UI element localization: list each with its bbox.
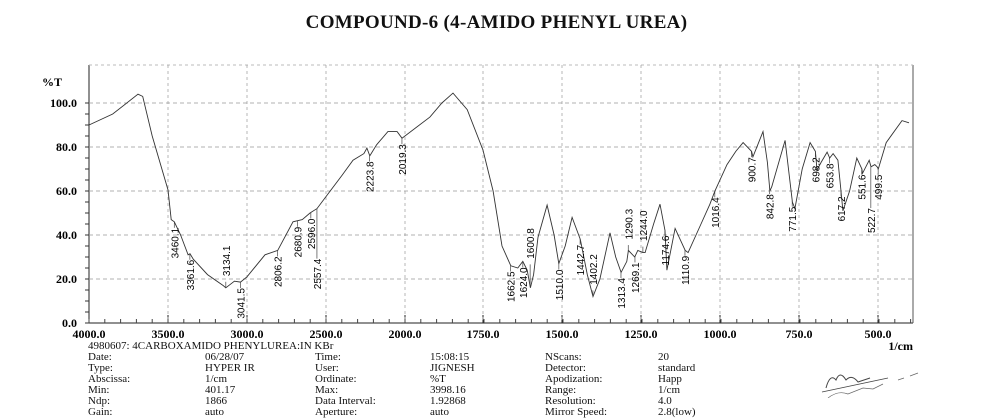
- x-tick-label: 1750.0: [467, 327, 500, 341]
- y-tick-label: 60.0: [56, 184, 77, 198]
- info-value: standard: [658, 362, 696, 374]
- sample-header: 4980607: 4CARBOXAMIDO PHENYLUREA:IN KBr: [88, 340, 334, 352]
- x-tick-label: 4000.0: [73, 327, 106, 341]
- peak-label: 499.5: [874, 174, 885, 199]
- info-value: %T: [430, 373, 446, 385]
- peak-label: 2596.0: [307, 218, 318, 249]
- info-label: Resolution:: [545, 395, 596, 407]
- spectrum-line: [88, 92, 910, 299]
- info-value: 06/28/07: [205, 351, 245, 363]
- x-tick-label: 2000.0: [389, 327, 422, 341]
- x-tick-label: 1000.0: [704, 327, 737, 341]
- info-value: 20: [658, 351, 669, 363]
- info-label: Range:: [545, 384, 577, 396]
- y-tick-label: 0.0: [62, 316, 77, 330]
- peak-label: 522.7: [867, 208, 878, 233]
- info-label: Ndp:: [88, 395, 110, 407]
- peak-label: 3460.1: [170, 227, 181, 258]
- peak-label: 1174.6: [661, 235, 672, 265]
- info-value: JIGNESH: [430, 362, 475, 374]
- peak-label: 2806.2: [274, 256, 285, 287]
- peak-label: 551.6: [858, 174, 869, 199]
- info-label: Ordinate:: [315, 373, 357, 385]
- peak-label: 698.2: [811, 157, 822, 182]
- info-label: Mirror Speed:: [545, 406, 608, 418]
- x-tick-label: 3500.0: [152, 327, 185, 341]
- peak-label: 771.5: [788, 206, 799, 231]
- info-label: User:: [315, 362, 339, 374]
- info-label: Abscissa:: [88, 373, 131, 385]
- peak-label: 3134.1: [222, 245, 233, 276]
- x-tick-label: 3000.0: [231, 327, 264, 341]
- y-tick-label: 40.0: [56, 228, 77, 242]
- x-tick-label: 500.0: [865, 327, 892, 341]
- info-value: 1/cm: [205, 373, 227, 385]
- handwritten-signature: [821, 372, 919, 398]
- peak-label: 2557.4: [313, 258, 324, 289]
- info-label: Detector:: [545, 362, 586, 374]
- info-label: Max:: [315, 384, 339, 396]
- peak-label: 1624.0: [519, 267, 530, 298]
- info-value: 1866: [205, 395, 227, 407]
- peak-label: 1313.4: [617, 278, 628, 309]
- info-label: Date:: [88, 351, 112, 363]
- info-label: Min:: [88, 384, 110, 396]
- peak-label: 2019.3: [398, 144, 409, 175]
- peak-label: 1510.0: [555, 269, 566, 300]
- info-value: 15:08:15: [430, 351, 470, 363]
- peak-label: 653.8: [825, 163, 836, 188]
- info-value: 4.0: [658, 395, 672, 407]
- info-value: 2.8(low): [658, 406, 696, 418]
- x-axis-label: 1/cm: [888, 339, 913, 353]
- info-value: 3998.16: [430, 384, 466, 396]
- peak-label: 1016.4: [711, 197, 722, 228]
- info-value: 1.92868: [430, 395, 466, 407]
- x-tick-label: 2500.0: [310, 327, 343, 341]
- peak-label: 1110.9: [681, 255, 692, 285]
- peak-label: 900.7: [747, 157, 758, 182]
- y-tick-label: 80.0: [56, 140, 77, 154]
- info-value: HYPER IR: [205, 362, 255, 374]
- info-value: 401.17: [205, 384, 236, 396]
- info-label: Aperture:: [315, 406, 358, 418]
- peak-label: 617.2: [837, 196, 848, 221]
- peak-label: 1244.0: [639, 210, 650, 241]
- info-label: Data Interval:: [315, 395, 376, 407]
- page-title: COMPOUND-6 (4-AMIDO PHENYL UREA): [305, 12, 688, 33]
- info-value: 1/cm: [658, 384, 680, 396]
- info-value: auto: [430, 406, 449, 418]
- peak-label: 842.8: [766, 194, 777, 219]
- info-label: Apodization:: [545, 373, 603, 385]
- x-tick-label: 1250.0: [625, 327, 658, 341]
- info-label: Type:: [88, 362, 113, 374]
- info-label: Gain:: [88, 406, 113, 418]
- x-tick-label: 1500.0: [546, 327, 579, 341]
- peak-label: 1290.3: [624, 208, 635, 239]
- info-value: auto: [205, 406, 224, 418]
- peak-label: 1402.2: [589, 254, 600, 285]
- peak-label: 1269.1: [631, 262, 642, 293]
- peak-label: 2223.8: [366, 161, 377, 192]
- y-tick-label: 100.0: [50, 96, 77, 110]
- x-tick-label: 750.0: [786, 327, 813, 341]
- y-axis-label: %T: [42, 75, 62, 89]
- peak-label: 1662.5: [507, 271, 518, 302]
- info-value: Happ: [658, 373, 682, 385]
- peak-label: 2680.9: [293, 226, 304, 257]
- peak-label: 3041.5: [236, 288, 247, 319]
- info-label: Time:: [315, 351, 341, 363]
- peak-label: 3361.6: [186, 259, 197, 290]
- peak-label: 1600.8: [526, 228, 537, 259]
- info-label: NScans:: [545, 351, 582, 363]
- y-tick-label: 20.0: [56, 272, 77, 286]
- peak-label: 1442.7: [576, 244, 587, 275]
